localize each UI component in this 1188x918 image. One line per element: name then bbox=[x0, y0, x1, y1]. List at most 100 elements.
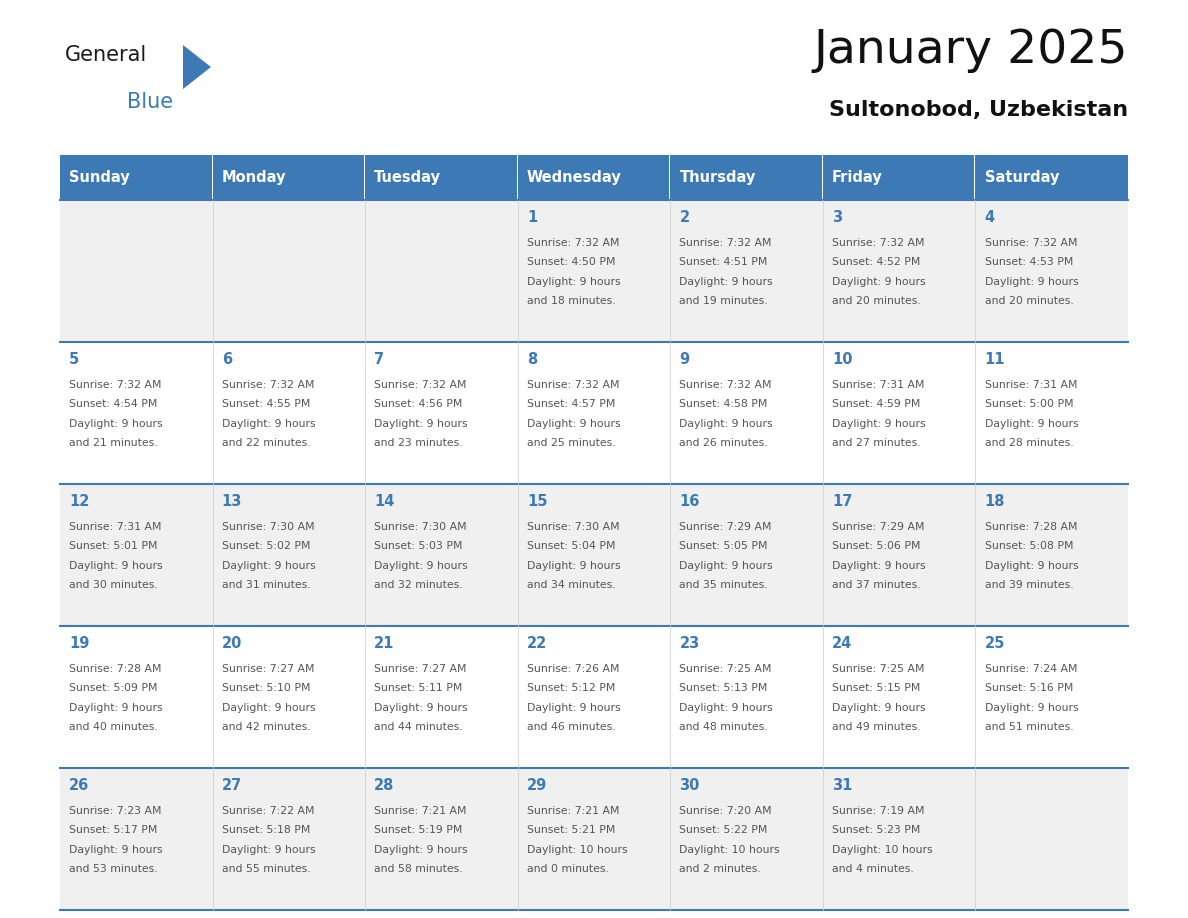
Text: Sunrise: 7:26 AM: Sunrise: 7:26 AM bbox=[526, 664, 619, 674]
Bar bbox=[670, 155, 823, 200]
Text: Daylight: 9 hours: Daylight: 9 hours bbox=[680, 703, 773, 713]
Text: Sunset: 5:08 PM: Sunset: 5:08 PM bbox=[985, 542, 1073, 552]
Text: 11: 11 bbox=[985, 352, 1005, 367]
Text: Sunrise: 7:29 AM: Sunrise: 7:29 AM bbox=[680, 522, 772, 532]
Text: Daylight: 9 hours: Daylight: 9 hours bbox=[69, 703, 163, 713]
Text: Sunset: 4:54 PM: Sunset: 4:54 PM bbox=[69, 399, 158, 409]
Bar bbox=[518, 155, 670, 200]
Text: Sunrise: 7:31 AM: Sunrise: 7:31 AM bbox=[832, 380, 924, 390]
Text: Daylight: 9 hours: Daylight: 9 hours bbox=[832, 561, 925, 571]
Text: Sunset: 5:13 PM: Sunset: 5:13 PM bbox=[680, 683, 767, 693]
Text: and 25 minutes.: and 25 minutes. bbox=[526, 439, 615, 448]
Text: Sunset: 5:00 PM: Sunset: 5:00 PM bbox=[985, 399, 1073, 409]
Text: Sunrise: 7:24 AM: Sunrise: 7:24 AM bbox=[985, 664, 1078, 674]
Bar bbox=[61, 200, 1127, 342]
Text: Sunset: 5:16 PM: Sunset: 5:16 PM bbox=[985, 683, 1073, 693]
Text: Sunset: 4:52 PM: Sunset: 4:52 PM bbox=[832, 257, 921, 267]
Text: Daylight: 9 hours: Daylight: 9 hours bbox=[222, 845, 315, 855]
Text: Daylight: 9 hours: Daylight: 9 hours bbox=[374, 561, 468, 571]
Text: and 32 minutes.: and 32 minutes. bbox=[374, 580, 463, 590]
Text: Daylight: 9 hours: Daylight: 9 hours bbox=[222, 419, 315, 429]
Text: Sunset: 5:12 PM: Sunset: 5:12 PM bbox=[526, 683, 615, 693]
Text: and 30 minutes.: and 30 minutes. bbox=[69, 580, 158, 590]
Text: Sunset: 5:01 PM: Sunset: 5:01 PM bbox=[69, 542, 158, 552]
Text: 28: 28 bbox=[374, 778, 394, 793]
Text: Daylight: 9 hours: Daylight: 9 hours bbox=[222, 703, 315, 713]
Text: Sunrise: 7:32 AM: Sunrise: 7:32 AM bbox=[680, 238, 772, 248]
Text: January 2025: January 2025 bbox=[814, 28, 1127, 73]
Text: Sunset: 5:21 PM: Sunset: 5:21 PM bbox=[526, 825, 615, 835]
Bar bbox=[975, 155, 1127, 200]
Text: and 58 minutes.: and 58 minutes. bbox=[374, 865, 463, 875]
Text: Sunset: 5:05 PM: Sunset: 5:05 PM bbox=[680, 542, 767, 552]
Text: Daylight: 9 hours: Daylight: 9 hours bbox=[69, 561, 163, 571]
Text: Daylight: 9 hours: Daylight: 9 hours bbox=[374, 845, 468, 855]
Text: Saturday: Saturday bbox=[985, 170, 1059, 185]
Text: Sunrise: 7:22 AM: Sunrise: 7:22 AM bbox=[222, 806, 314, 816]
Text: Sunrise: 7:28 AM: Sunrise: 7:28 AM bbox=[985, 522, 1078, 532]
Text: Sunset: 5:03 PM: Sunset: 5:03 PM bbox=[374, 542, 463, 552]
Text: 6: 6 bbox=[222, 352, 232, 367]
Text: 13: 13 bbox=[222, 494, 242, 509]
Text: Daylight: 9 hours: Daylight: 9 hours bbox=[985, 703, 1079, 713]
Text: Sunset: 5:11 PM: Sunset: 5:11 PM bbox=[374, 683, 462, 693]
Text: Blue: Blue bbox=[127, 92, 173, 112]
Text: Sunset: 4:51 PM: Sunset: 4:51 PM bbox=[680, 257, 767, 267]
Text: 30: 30 bbox=[680, 778, 700, 793]
Text: 27: 27 bbox=[222, 778, 242, 793]
Text: 2: 2 bbox=[680, 210, 689, 225]
Text: Sunrise: 7:32 AM: Sunrise: 7:32 AM bbox=[832, 238, 924, 248]
Text: Sunrise: 7:27 AM: Sunrise: 7:27 AM bbox=[374, 664, 467, 674]
Text: Sultonobod, Uzbekistan: Sultonobod, Uzbekistan bbox=[829, 100, 1127, 120]
Text: Sunrise: 7:21 AM: Sunrise: 7:21 AM bbox=[374, 806, 467, 816]
Text: Sunrise: 7:32 AM: Sunrise: 7:32 AM bbox=[985, 238, 1078, 248]
Text: Sunset: 4:57 PM: Sunset: 4:57 PM bbox=[526, 399, 615, 409]
Text: and 26 minutes.: and 26 minutes. bbox=[680, 439, 769, 448]
Text: Daylight: 9 hours: Daylight: 9 hours bbox=[69, 845, 163, 855]
Text: Daylight: 9 hours: Daylight: 9 hours bbox=[374, 703, 468, 713]
Text: Sunset: 5:19 PM: Sunset: 5:19 PM bbox=[374, 825, 462, 835]
Text: Sunrise: 7:29 AM: Sunrise: 7:29 AM bbox=[832, 522, 924, 532]
Bar bbox=[61, 484, 1127, 626]
Text: 18: 18 bbox=[985, 494, 1005, 509]
Text: 23: 23 bbox=[680, 636, 700, 651]
Text: Thursday: Thursday bbox=[680, 170, 756, 185]
Text: Sunset: 4:50 PM: Sunset: 4:50 PM bbox=[526, 257, 615, 267]
Text: and 55 minutes.: and 55 minutes. bbox=[222, 865, 310, 875]
Bar bbox=[61, 155, 213, 200]
Text: Daylight: 9 hours: Daylight: 9 hours bbox=[985, 277, 1079, 287]
Text: Sunrise: 7:31 AM: Sunrise: 7:31 AM bbox=[985, 380, 1078, 390]
Text: 1: 1 bbox=[526, 210, 537, 225]
Text: 10: 10 bbox=[832, 352, 853, 367]
Text: 21: 21 bbox=[374, 636, 394, 651]
Text: Daylight: 9 hours: Daylight: 9 hours bbox=[526, 419, 620, 429]
Text: Sunrise: 7:20 AM: Sunrise: 7:20 AM bbox=[680, 806, 772, 816]
Text: Daylight: 9 hours: Daylight: 9 hours bbox=[69, 419, 163, 429]
Text: Sunrise: 7:30 AM: Sunrise: 7:30 AM bbox=[222, 522, 315, 532]
Text: Sunset: 5:17 PM: Sunset: 5:17 PM bbox=[69, 825, 158, 835]
Text: Sunset: 4:58 PM: Sunset: 4:58 PM bbox=[680, 399, 767, 409]
Text: Sunrise: 7:28 AM: Sunrise: 7:28 AM bbox=[69, 664, 162, 674]
Text: Daylight: 9 hours: Daylight: 9 hours bbox=[832, 277, 925, 287]
Bar bbox=[823, 155, 975, 200]
Bar bbox=[61, 342, 1127, 484]
Text: Sunrise: 7:32 AM: Sunrise: 7:32 AM bbox=[69, 380, 162, 390]
Text: and 49 minutes.: and 49 minutes. bbox=[832, 722, 921, 733]
Text: 9: 9 bbox=[680, 352, 689, 367]
Text: and 21 minutes.: and 21 minutes. bbox=[69, 439, 158, 448]
Text: Sunrise: 7:31 AM: Sunrise: 7:31 AM bbox=[69, 522, 162, 532]
Text: Sunset: 5:09 PM: Sunset: 5:09 PM bbox=[69, 683, 158, 693]
Text: Daylight: 9 hours: Daylight: 9 hours bbox=[222, 561, 315, 571]
Text: Sunrise: 7:23 AM: Sunrise: 7:23 AM bbox=[69, 806, 162, 816]
Text: 20: 20 bbox=[222, 636, 242, 651]
Text: Daylight: 9 hours: Daylight: 9 hours bbox=[985, 419, 1079, 429]
Text: 24: 24 bbox=[832, 636, 852, 651]
Text: Sunrise: 7:32 AM: Sunrise: 7:32 AM bbox=[526, 238, 619, 248]
Text: Daylight: 9 hours: Daylight: 9 hours bbox=[374, 419, 468, 429]
Text: Wednesday: Wednesday bbox=[526, 170, 621, 185]
Text: and 48 minutes.: and 48 minutes. bbox=[680, 722, 769, 733]
Text: and 2 minutes.: and 2 minutes. bbox=[680, 865, 762, 875]
Text: Sunset: 5:06 PM: Sunset: 5:06 PM bbox=[832, 542, 921, 552]
Text: and 44 minutes.: and 44 minutes. bbox=[374, 722, 463, 733]
Text: 5: 5 bbox=[69, 352, 80, 367]
